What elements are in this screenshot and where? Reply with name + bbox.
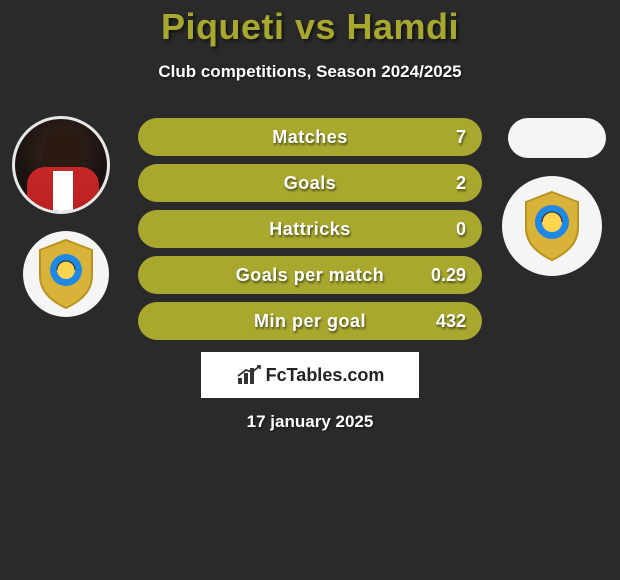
stat-label: Min per goal	[138, 311, 482, 332]
subtitle: Club competitions, Season 2024/2025	[0, 62, 620, 82]
stat-label: Hattricks	[138, 219, 482, 240]
player-avatar-right	[508, 118, 606, 158]
shield-icon	[520, 190, 584, 262]
stat-value: 0.29	[431, 265, 466, 286]
bar-chart-icon	[236, 364, 262, 386]
date-label: 17 january 2025	[0, 412, 620, 432]
jersey-stripe	[53, 171, 73, 214]
shield-icon	[34, 238, 98, 310]
stat-label: Goals	[138, 173, 482, 194]
stat-value: 0	[456, 219, 466, 240]
brand-text: FcTables.com	[266, 365, 385, 386]
club-badge-right	[502, 176, 602, 276]
stat-value: 7	[456, 127, 466, 148]
stat-row: Min per goal 432	[138, 302, 482, 340]
stat-row: Matches 7	[138, 118, 482, 156]
page-title: Piqueti vs Hamdi	[0, 0, 620, 48]
player-avatar-left	[12, 116, 110, 214]
stat-row: Hattricks 0	[138, 210, 482, 248]
club-badge-left	[23, 231, 109, 317]
stat-row: Goals 2	[138, 164, 482, 202]
stat-value: 432	[436, 311, 466, 332]
brand-badge: FcTables.com	[201, 352, 419, 398]
stat-label: Matches	[138, 127, 482, 148]
stat-value: 2	[456, 173, 466, 194]
stat-row: Goals per match 0.29	[138, 256, 482, 294]
stats-bars: Matches 7 Goals 2 Hattricks 0 Goals per …	[138, 118, 482, 348]
